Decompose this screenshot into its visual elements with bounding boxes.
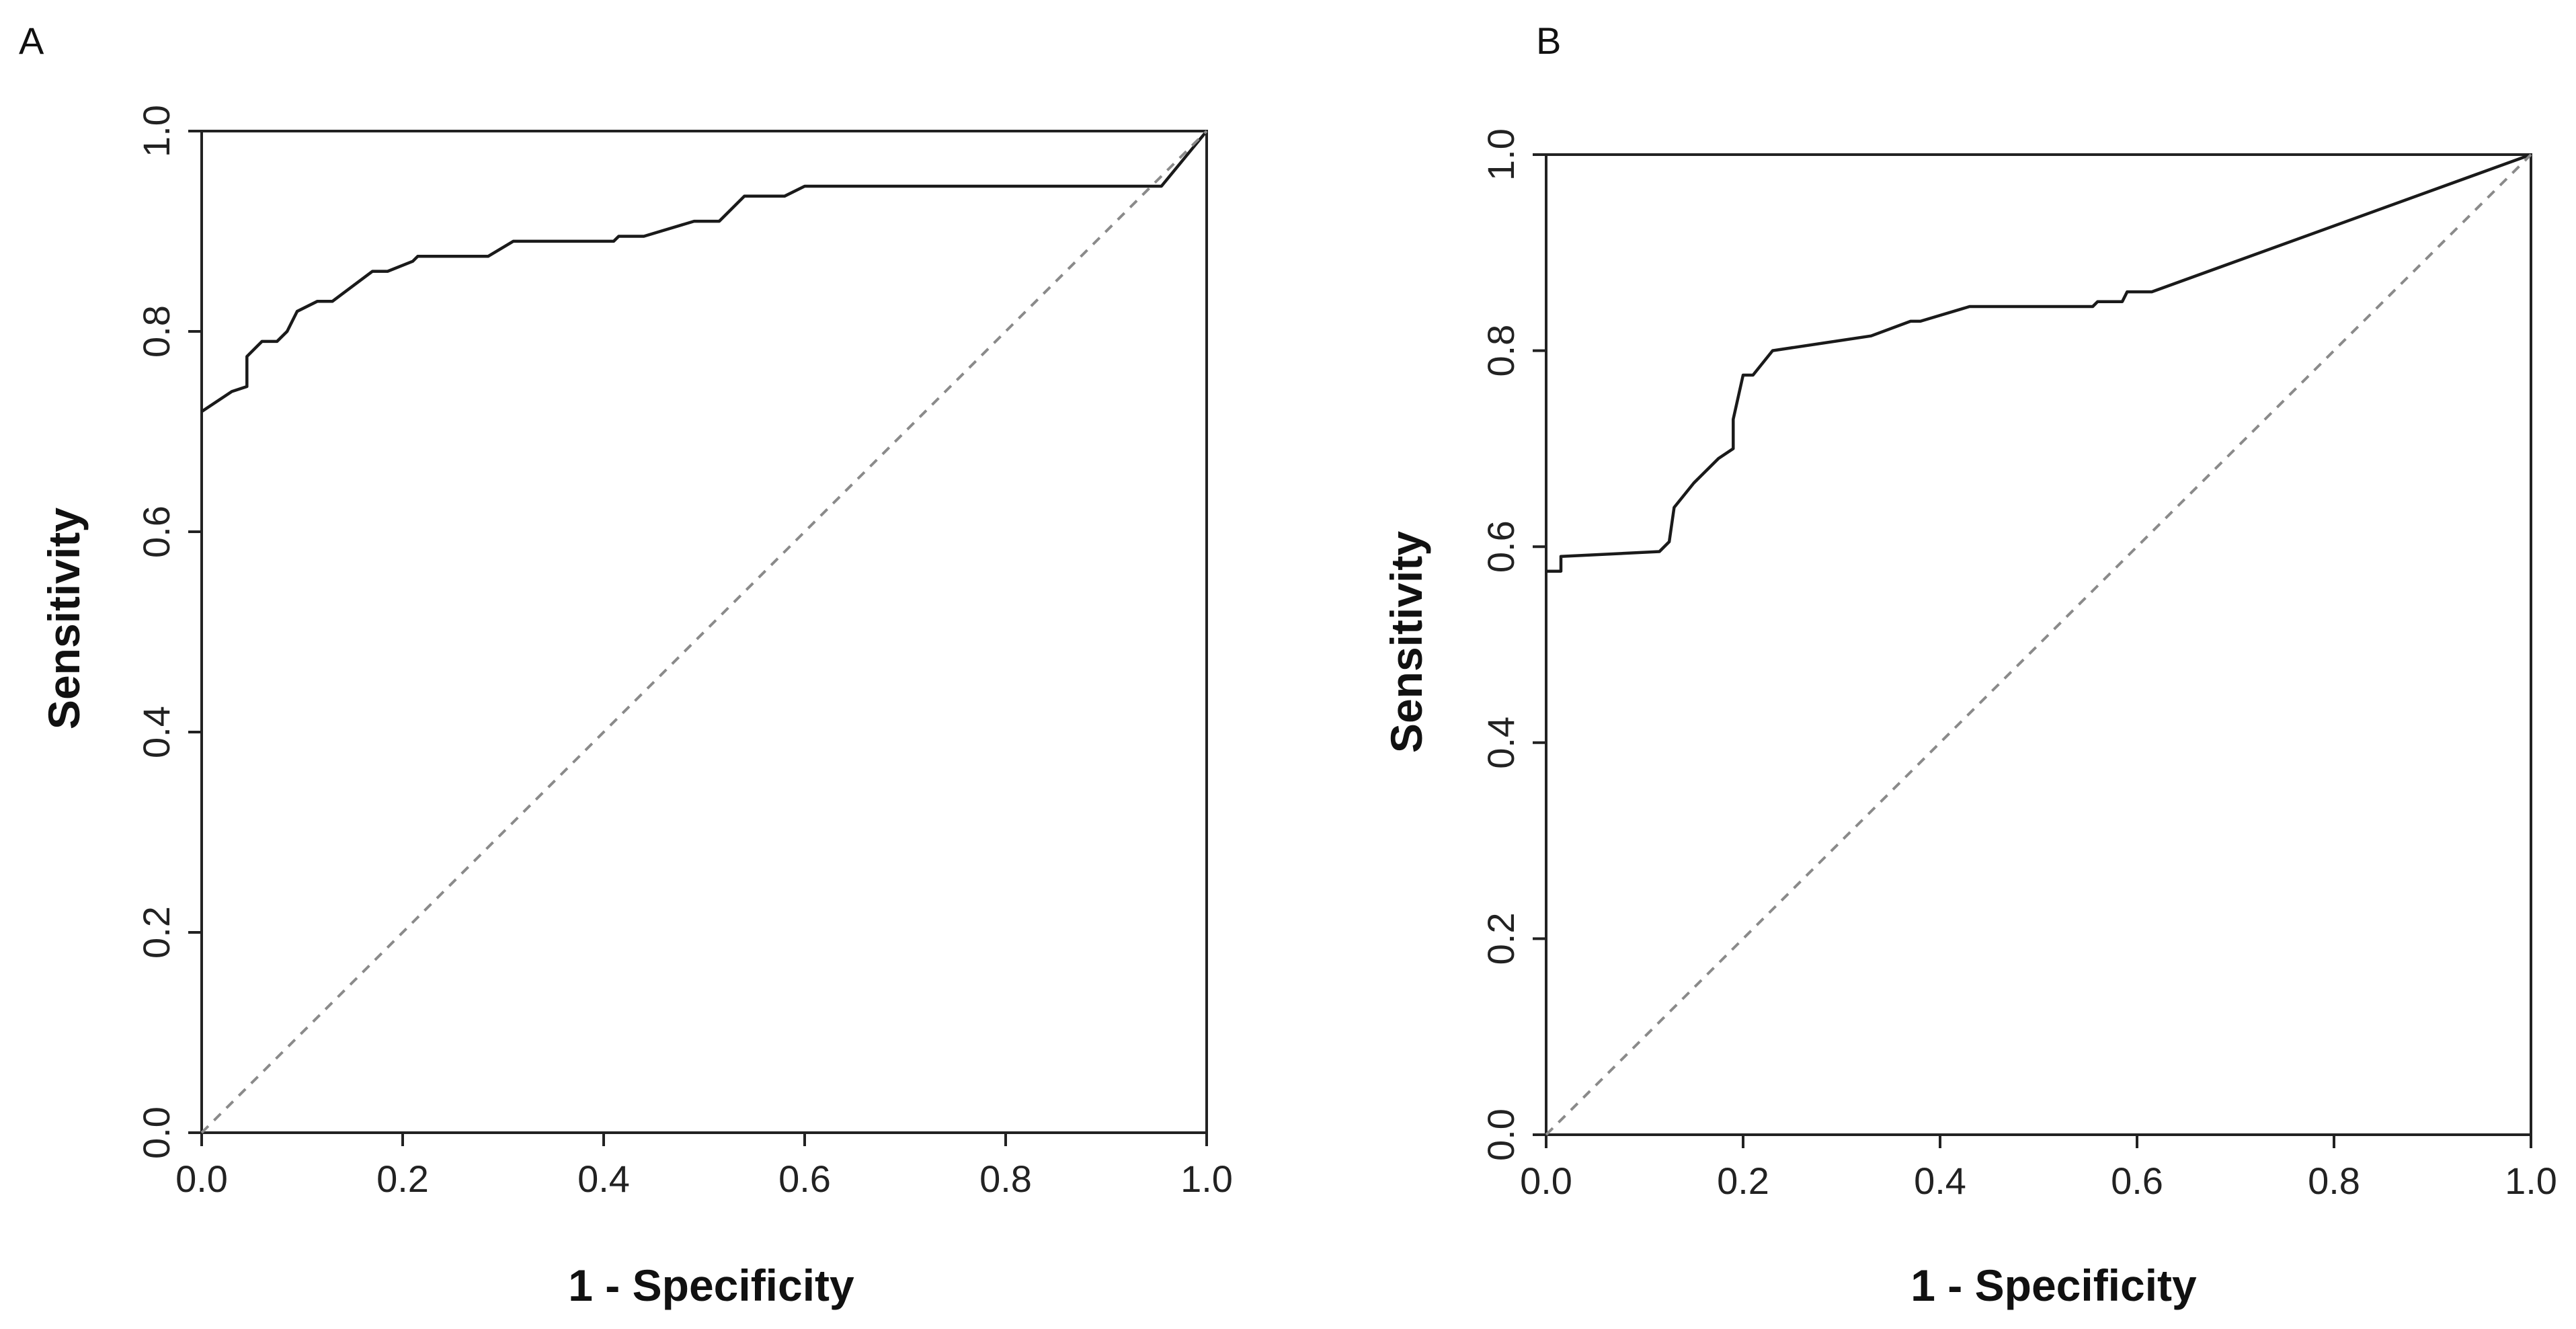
panel-b-y-tick-label: 0.4 xyxy=(1480,717,1522,769)
panel-a-y-tick-label: 0.8 xyxy=(135,305,177,358)
panel-b-y-tick-label: 0.2 xyxy=(1480,912,1522,965)
panel-a-x-tick-label: 0.4 xyxy=(577,1158,630,1200)
panel-b-x-tick-label: 1.0 xyxy=(2505,1160,2557,1202)
panel-b-x-tick-label: 0.4 xyxy=(1914,1160,1966,1202)
panel-a-roc-curve xyxy=(200,130,1208,413)
panel-b-x-tick-label: 0.8 xyxy=(2308,1160,2360,1202)
panel-b-x-axis-title: 1 - Specificity xyxy=(1910,1260,2197,1310)
panel-a-x-tick-label: 0.8 xyxy=(979,1158,1032,1200)
panel-a-y-tick-label: 0.4 xyxy=(135,706,177,758)
panel-a: A 1 - Specificity Sensitivity 0.0 0.2 0.4 0… xyxy=(19,19,1233,1310)
panel-a-x-tick-label: 0.0 xyxy=(175,1158,228,1200)
panel-a-reference-line xyxy=(200,130,1208,1134)
panel-a-y-tick-label: 0.0 xyxy=(135,1106,177,1159)
panel-b-reference-line xyxy=(1545,153,2532,1136)
panel-a-plot-frame xyxy=(200,130,1208,1134)
panel-b-x-tick-label: 0.6 xyxy=(2111,1160,2163,1202)
panel-b-label: B xyxy=(1536,19,1561,62)
panel-a-y-tick-label: 0.6 xyxy=(135,506,177,558)
panel-b-y-tick-label: 0.0 xyxy=(1480,1109,1522,1161)
panel-a-y-axis-title: Sensitivity xyxy=(39,508,89,729)
panel-b-plot-frame xyxy=(1545,153,2532,1136)
panel-b-y-tick-label: 0.6 xyxy=(1480,520,1522,573)
panel-b-y-tick-label: 1.0 xyxy=(1480,128,1522,181)
panel-b: B 1 - Specificity Sensitivity 0.0 0.2 0.4 0… xyxy=(1381,19,2557,1310)
panel-a-x-tick-label: 0.6 xyxy=(778,1158,831,1200)
panel-a-label: A xyxy=(19,19,44,62)
panel-a-y-tick-label: 1.0 xyxy=(135,105,177,157)
panel-a-y-tick-label: 0.2 xyxy=(135,906,177,959)
panel-a-x-axis-title: 1 - Specificity xyxy=(568,1260,854,1310)
panel-a-x-tick-label: 1.0 xyxy=(1180,1158,1233,1200)
panel-b-y-axis-title: Sensitivity xyxy=(1381,531,1431,753)
panel-b-roc-curve xyxy=(1546,153,2532,573)
panel-b-y-tick-label: 0.8 xyxy=(1480,325,1522,377)
panel-a-x-tick-label: 0.2 xyxy=(376,1158,429,1200)
panel-b-x-tick-label: 0.0 xyxy=(1520,1160,1572,1202)
panel-b-x-tick-label: 0.2 xyxy=(1717,1160,1769,1202)
